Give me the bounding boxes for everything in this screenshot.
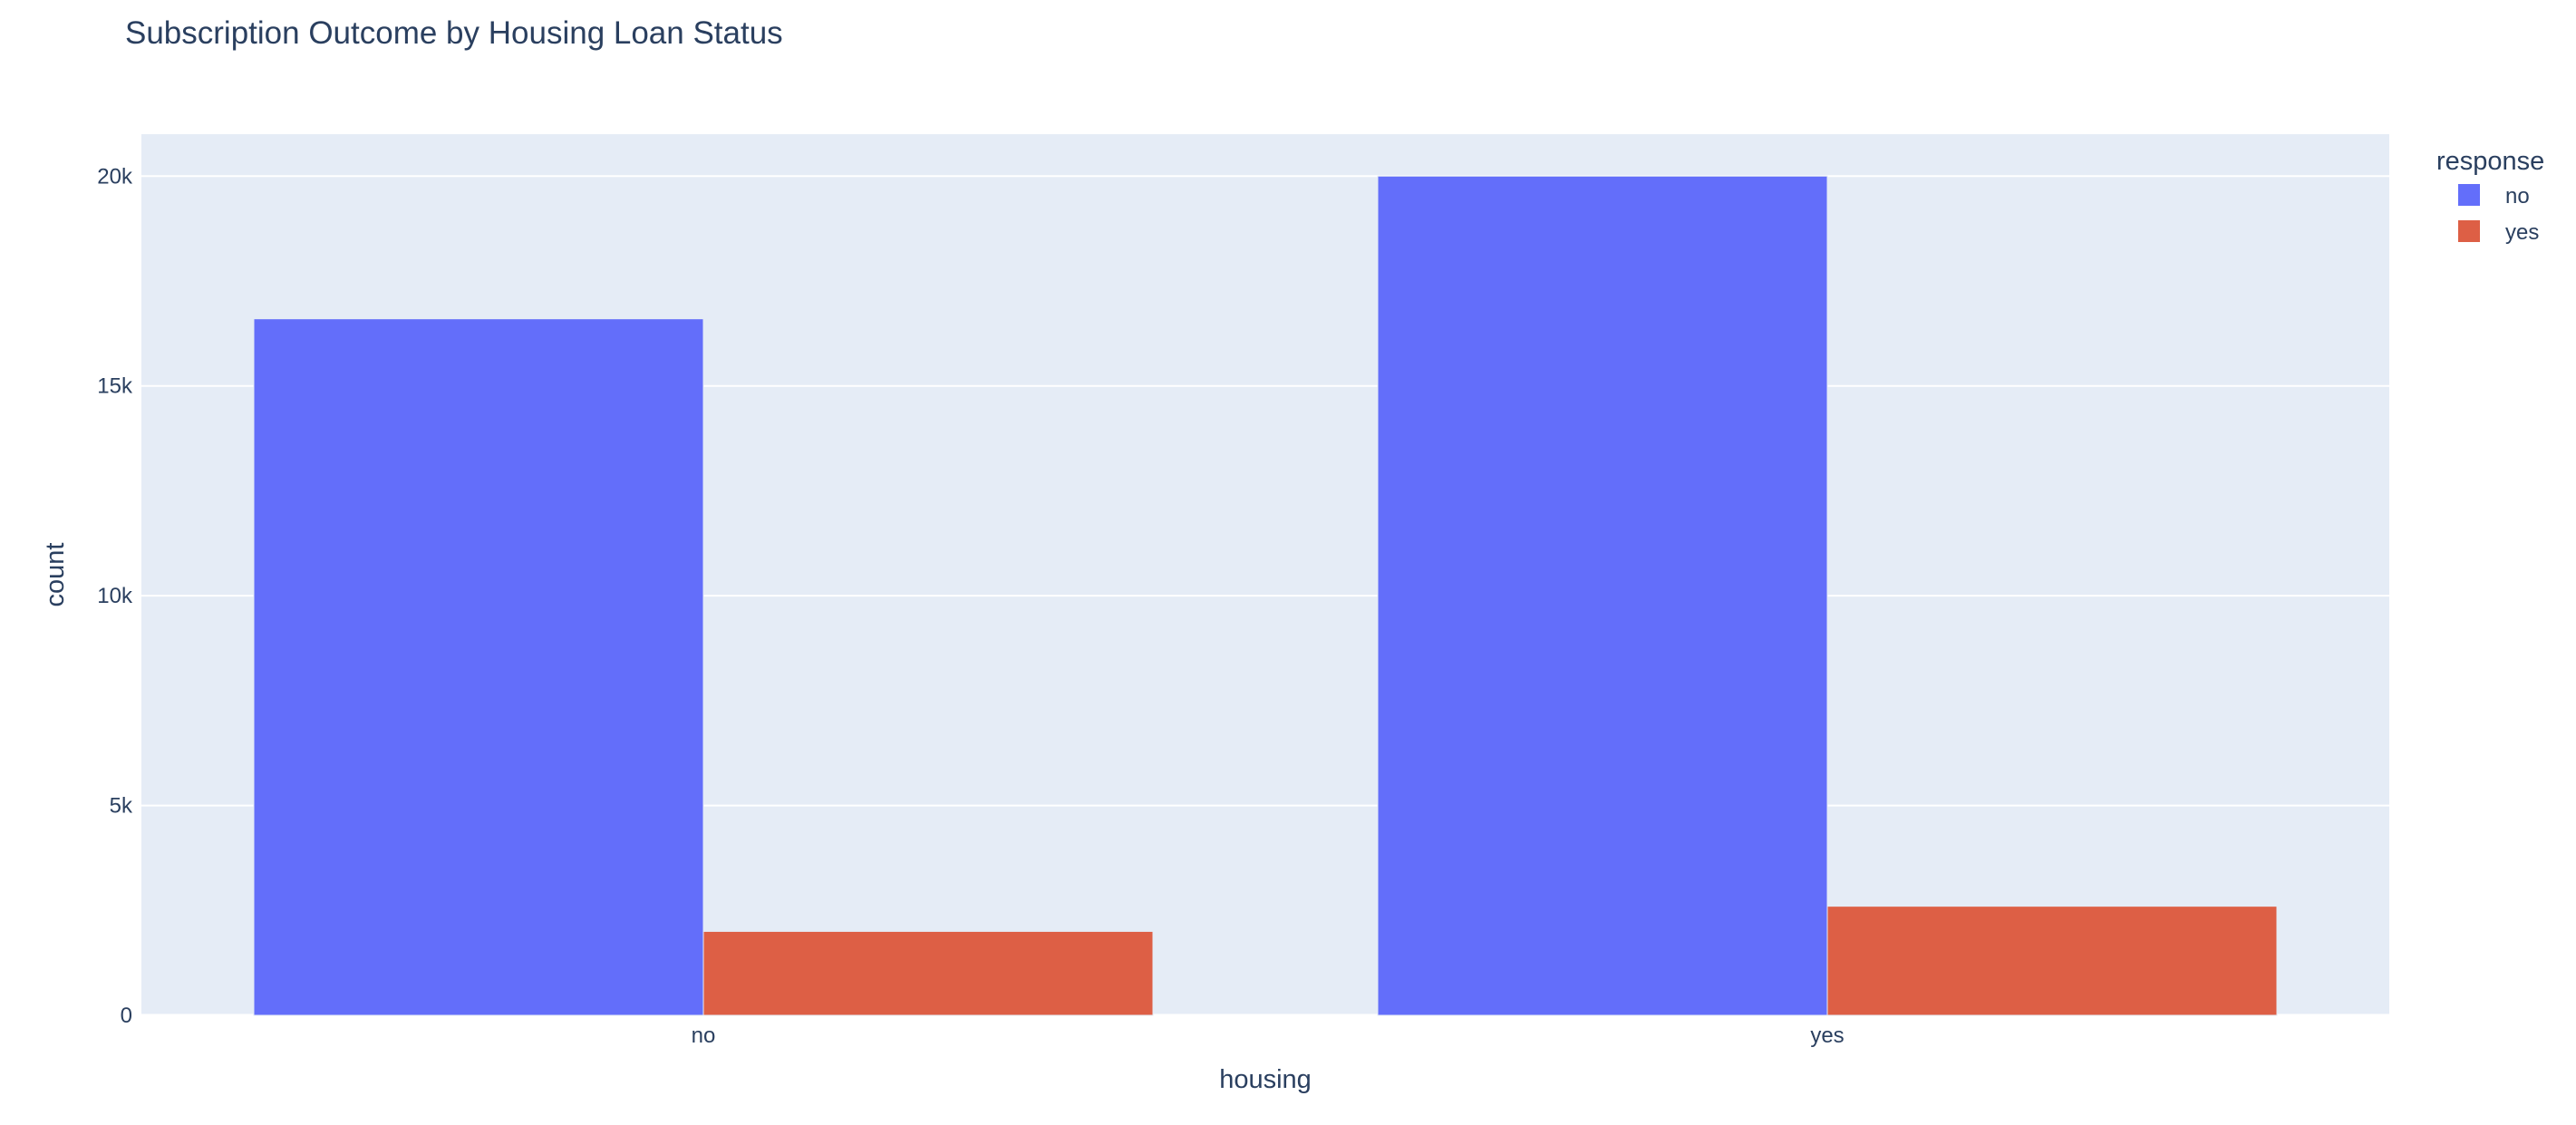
- x-tick-label: yes: [1810, 1023, 1844, 1048]
- legend: response no yes: [2436, 147, 2544, 245]
- bar-yes-yes[interactable]: [1826, 906, 2278, 1016]
- legend-swatch: [2458, 184, 2480, 206]
- legend-label: yes: [2505, 220, 2539, 245]
- bar-yes-no[interactable]: [1377, 175, 1828, 1016]
- legend-items: no yes: [2458, 184, 2539, 245]
- legend-title: response: [2436, 147, 2544, 176]
- bars: [253, 175, 2278, 1016]
- chart-title: Subscription Outcome by Housing Loan Sta…: [125, 15, 783, 51]
- x-axis-title: housing: [1219, 1065, 1312, 1094]
- legend-swatch: [2458, 220, 2480, 242]
- y-axis-title: count: [41, 543, 70, 607]
- y-tick-label: 20k: [97, 164, 133, 189]
- y-tick-label: 0: [121, 1004, 132, 1028]
- y-tick-label: 10k: [97, 584, 133, 608]
- legend-item-no[interactable]: no: [2458, 184, 2530, 209]
- x-tick-label: no: [692, 1023, 716, 1048]
- legend-item-yes[interactable]: yes: [2458, 220, 2539, 245]
- bar-no-yes[interactable]: [702, 930, 1154, 1016]
- axis-ticks: 0 5k 10k 15k 20k no yes: [97, 164, 1844, 1048]
- bar-no-no[interactable]: [253, 318, 704, 1016]
- legend-label: no: [2505, 184, 2530, 209]
- y-tick-label: 5k: [110, 794, 133, 819]
- y-tick-label: 15k: [97, 374, 133, 399]
